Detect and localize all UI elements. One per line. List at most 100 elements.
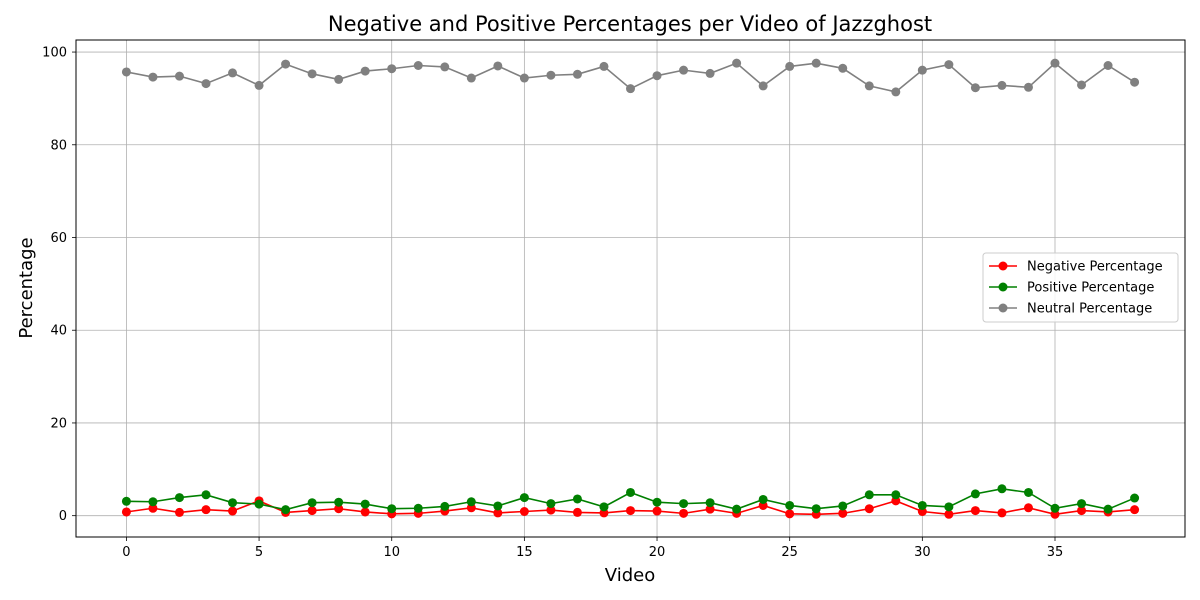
data-point (493, 61, 503, 71)
x-tick-label: 25 (781, 545, 798, 560)
x-tick-label: 30 (914, 545, 931, 560)
data-point (891, 490, 901, 500)
x-axis-label: Video (605, 565, 655, 586)
data-point (811, 504, 821, 514)
data-point (201, 79, 211, 89)
legend-label: Neutral Percentage (1027, 302, 1152, 317)
data-point (121, 67, 131, 77)
data-point (1077, 80, 1087, 90)
data-point (1103, 504, 1113, 514)
data-point (254, 80, 264, 90)
data-point (174, 507, 184, 517)
y-tick-label: 100 (42, 46, 67, 61)
data-point (307, 69, 317, 79)
data-point (546, 70, 556, 80)
plot-frame (75, 39, 1186, 538)
data-point (387, 64, 397, 74)
data-point (838, 508, 848, 518)
data-point (121, 507, 131, 517)
data-point (1050, 58, 1060, 68)
data-point (705, 498, 715, 508)
data-point (466, 497, 476, 507)
data-point (201, 490, 211, 500)
data-point (174, 493, 184, 503)
x-tick-label: 35 (1047, 545, 1064, 560)
data-point (811, 58, 821, 68)
data-point (944, 60, 954, 70)
data-point (174, 71, 184, 81)
y-tick-label: 0 (59, 509, 67, 524)
series-positive-percentage (121, 484, 1140, 515)
data-point (1023, 503, 1033, 513)
legend: Negative Percentage Positive Percentage Ne… (982, 252, 1179, 323)
data-point (1077, 499, 1087, 509)
x-tick-label: 10 (383, 545, 400, 560)
legend-item: Neutral Percentage (989, 302, 1152, 317)
data-point (572, 507, 582, 517)
data-point (944, 509, 954, 519)
data-point (626, 84, 635, 94)
legend-label: Negative Percentage (1027, 260, 1163, 275)
data-point (732, 58, 742, 68)
data-point (387, 504, 397, 514)
data-point (572, 69, 582, 79)
data-point (838, 501, 848, 511)
data-point (360, 499, 370, 509)
data-point (1130, 505, 1140, 515)
data-point (917, 500, 927, 510)
data-point (546, 499, 556, 509)
data-point (679, 65, 689, 75)
data-point (1130, 77, 1140, 87)
y-axis-label: Percentage (16, 237, 37, 338)
series-neutral-percentage (121, 58, 1140, 97)
data-point (705, 504, 715, 514)
x-tick-label: 15 (516, 545, 533, 560)
data-point (440, 501, 450, 511)
data-point (201, 505, 211, 515)
data-point (599, 502, 609, 512)
data-point (334, 497, 344, 507)
data-point (785, 61, 795, 71)
data-point (599, 61, 609, 71)
data-point (148, 72, 158, 82)
data-point (679, 508, 689, 518)
data-point (121, 496, 131, 506)
data-point (281, 505, 291, 515)
data-point (254, 499, 264, 509)
data-point (228, 68, 238, 78)
data-point (360, 66, 370, 76)
data-point (785, 509, 795, 519)
data-point (917, 65, 927, 75)
data-point (1130, 493, 1140, 503)
data-point (519, 73, 529, 83)
legend-box (982, 252, 1179, 323)
data-point (546, 505, 556, 515)
legend-item: Positive Percentage (989, 281, 1154, 296)
legend-marker (998, 282, 1008, 292)
data-point (705, 68, 715, 78)
data-point (652, 71, 662, 81)
data-point (970, 83, 980, 93)
data-point (758, 494, 768, 504)
data-point (864, 490, 874, 500)
data-point (970, 489, 980, 499)
data-point (626, 487, 635, 497)
data-point (1023, 82, 1033, 92)
data-point (970, 506, 980, 516)
data-point (679, 499, 689, 509)
data-point (997, 80, 1007, 90)
data-point (440, 62, 450, 72)
data-point (838, 63, 848, 73)
y-tick-label: 40 (50, 324, 67, 339)
legend-marker (998, 261, 1008, 271)
legend-label: Positive Percentage (1027, 281, 1154, 296)
data-point (228, 506, 238, 516)
data-point (493, 508, 503, 518)
data-point (307, 498, 317, 508)
data-point (1103, 60, 1113, 70)
chart-title: Negative and Positive Percentages per Vi… (328, 12, 932, 36)
data-point (281, 59, 291, 69)
data-point (758, 81, 768, 91)
data-point (1077, 506, 1087, 516)
data-point (519, 493, 529, 503)
